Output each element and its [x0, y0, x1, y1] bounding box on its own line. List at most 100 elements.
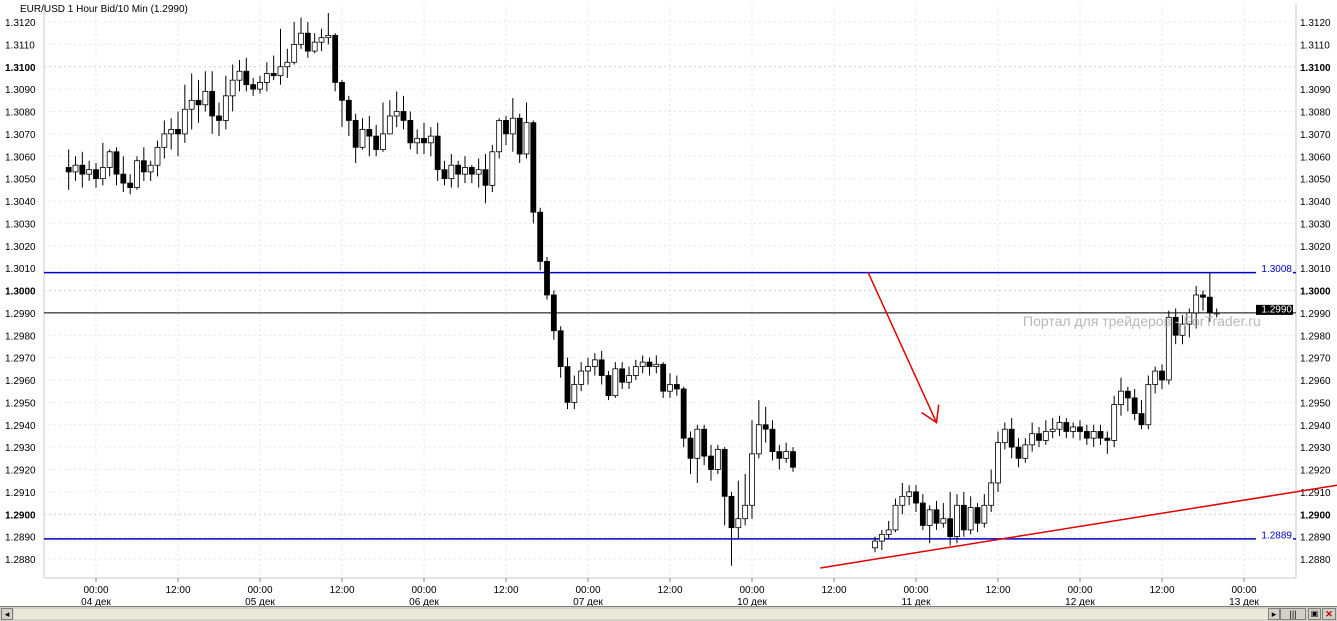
- candle: [1145, 375, 1152, 430]
- candle: [933, 500, 940, 530]
- candle-body: [93, 169, 99, 180]
- y-tick-label-right: 1.2970: [1300, 354, 1331, 365]
- candle: [236, 60, 243, 92]
- candle: [544, 256, 550, 300]
- y-tick-label-right: 1.2980: [1300, 331, 1331, 342]
- candle-body: [892, 504, 899, 531]
- candle-body: [318, 37, 325, 43]
- candle-body: [1070, 426, 1077, 432]
- candle: [947, 491, 954, 546]
- close-icon[interactable]: ✕: [1322, 608, 1336, 620]
- candle: [386, 100, 393, 135]
- y-tick-label-right: 1.2910: [1300, 488, 1331, 499]
- candle-body: [701, 428, 708, 457]
- candle: [721, 447, 728, 526]
- candle-body: [769, 428, 776, 453]
- drawings[interactable]: [820, 272, 1337, 569]
- candle: [988, 469, 995, 513]
- candle: [742, 473, 749, 526]
- x-date-label: 04 дек: [81, 597, 111, 606]
- arrow-head-icon: [921, 404, 940, 424]
- candle: [475, 158, 482, 188]
- down-arrow-line[interactable]: [867, 272, 938, 423]
- candle-body: [598, 359, 605, 376]
- chart-settings-icon[interactable]: ▣: [1308, 608, 1321, 620]
- scroll-track[interactable]: [14, 609, 1268, 619]
- candle: [181, 84, 188, 143]
- candle-body: [1008, 428, 1015, 448]
- candle-body: [427, 135, 434, 144]
- candle: [93, 162, 99, 188]
- candle-body: [1124, 390, 1131, 399]
- candle: [878, 529, 885, 551]
- candle: [995, 431, 1001, 492]
- y-tick-label: 1.2900: [5, 510, 36, 521]
- x-time-label: 12:00: [329, 585, 354, 596]
- candle-body: [646, 361, 653, 367]
- candle: [1015, 438, 1022, 468]
- candle-body: [72, 164, 79, 173]
- candle: [1118, 377, 1124, 416]
- candle: [359, 118, 366, 150]
- candle: [1172, 308, 1179, 345]
- candle-body: [1015, 446, 1022, 459]
- y-tick-label: 1.2890: [5, 533, 36, 544]
- candle: [1097, 424, 1104, 445]
- candle-body: [1056, 422, 1063, 430]
- candle: [1111, 395, 1118, 448]
- horizontal-scrollbar[interactable]: ◂ ▸ ||| ▣ ✕: [0, 606, 1337, 621]
- candle-body: [448, 164, 455, 180]
- candle: [1083, 424, 1090, 445]
- candle-body: [1063, 422, 1070, 432]
- scroll-thumb-handle[interactable]: |||: [1280, 608, 1306, 620]
- candle-body: [1213, 312, 1220, 315]
- candle: [1200, 290, 1206, 311]
- candle: [1022, 438, 1029, 463]
- y-tick-label: 1.2930: [5, 443, 36, 454]
- candle: [120, 156, 127, 193]
- candle-body: [735, 518, 742, 529]
- candle: [284, 48, 291, 78]
- y-tick-label: 1.2970: [5, 354, 36, 365]
- price-chart-svg[interactable]: 1.2880 1.2890 1.2900 1.2910 1.2920 1.2930 1.29…: [0, 0, 1337, 608]
- y-tick-label: 1.3040: [5, 197, 36, 208]
- candle-body: [749, 453, 755, 506]
- support-trendline[interactable]: [820, 470, 1337, 569]
- candle-body: [1083, 431, 1090, 439]
- candle-body: [373, 135, 380, 150]
- candle-body: [209, 90, 216, 117]
- y-tick-label-right: 1.3020: [1300, 242, 1331, 253]
- y-tick-label-right: 1.3010: [1300, 264, 1331, 275]
- candle-body: [954, 504, 960, 538]
- candle-body: [762, 424, 769, 430]
- candle: [1029, 422, 1036, 452]
- candle-body: [284, 61, 291, 68]
- y-tick-label: 1.2940: [5, 421, 36, 432]
- watermark: Портал для трейдеров - ForTrader.ru: [1023, 313, 1261, 329]
- candle-body: [257, 82, 263, 90]
- candle-body: [632, 366, 639, 376]
- candle-body: [1118, 390, 1124, 406]
- x-time-label: 12:00: [165, 585, 190, 596]
- y-tick-label: 1.3070: [5, 130, 36, 141]
- y-tick-label-right: 1.3050: [1300, 175, 1331, 186]
- candle: [926, 505, 933, 544]
- scroll-left-button[interactable]: ◂: [1, 608, 13, 620]
- candle-body: [468, 167, 475, 175]
- y-tick-label: 1.2920: [5, 466, 36, 477]
- candle-body: [899, 495, 906, 506]
- horizontal-lines[interactable]: 1.3008 1.2889 1.2990: [44, 264, 1296, 541]
- candle-body: [127, 182, 134, 188]
- candle-body: [216, 115, 222, 121]
- scroll-right-button[interactable]: ▸: [1268, 608, 1280, 620]
- candle: [1008, 418, 1015, 459]
- candle: [195, 80, 202, 123]
- candle-body: [523, 122, 530, 155]
- candle-body: [1159, 370, 1165, 381]
- candle: [373, 124, 380, 157]
- candle-body: [1097, 431, 1104, 439]
- y-tick-label: 1.3100: [5, 63, 36, 74]
- candle: [489, 145, 496, 193]
- candle-body: [304, 32, 311, 52]
